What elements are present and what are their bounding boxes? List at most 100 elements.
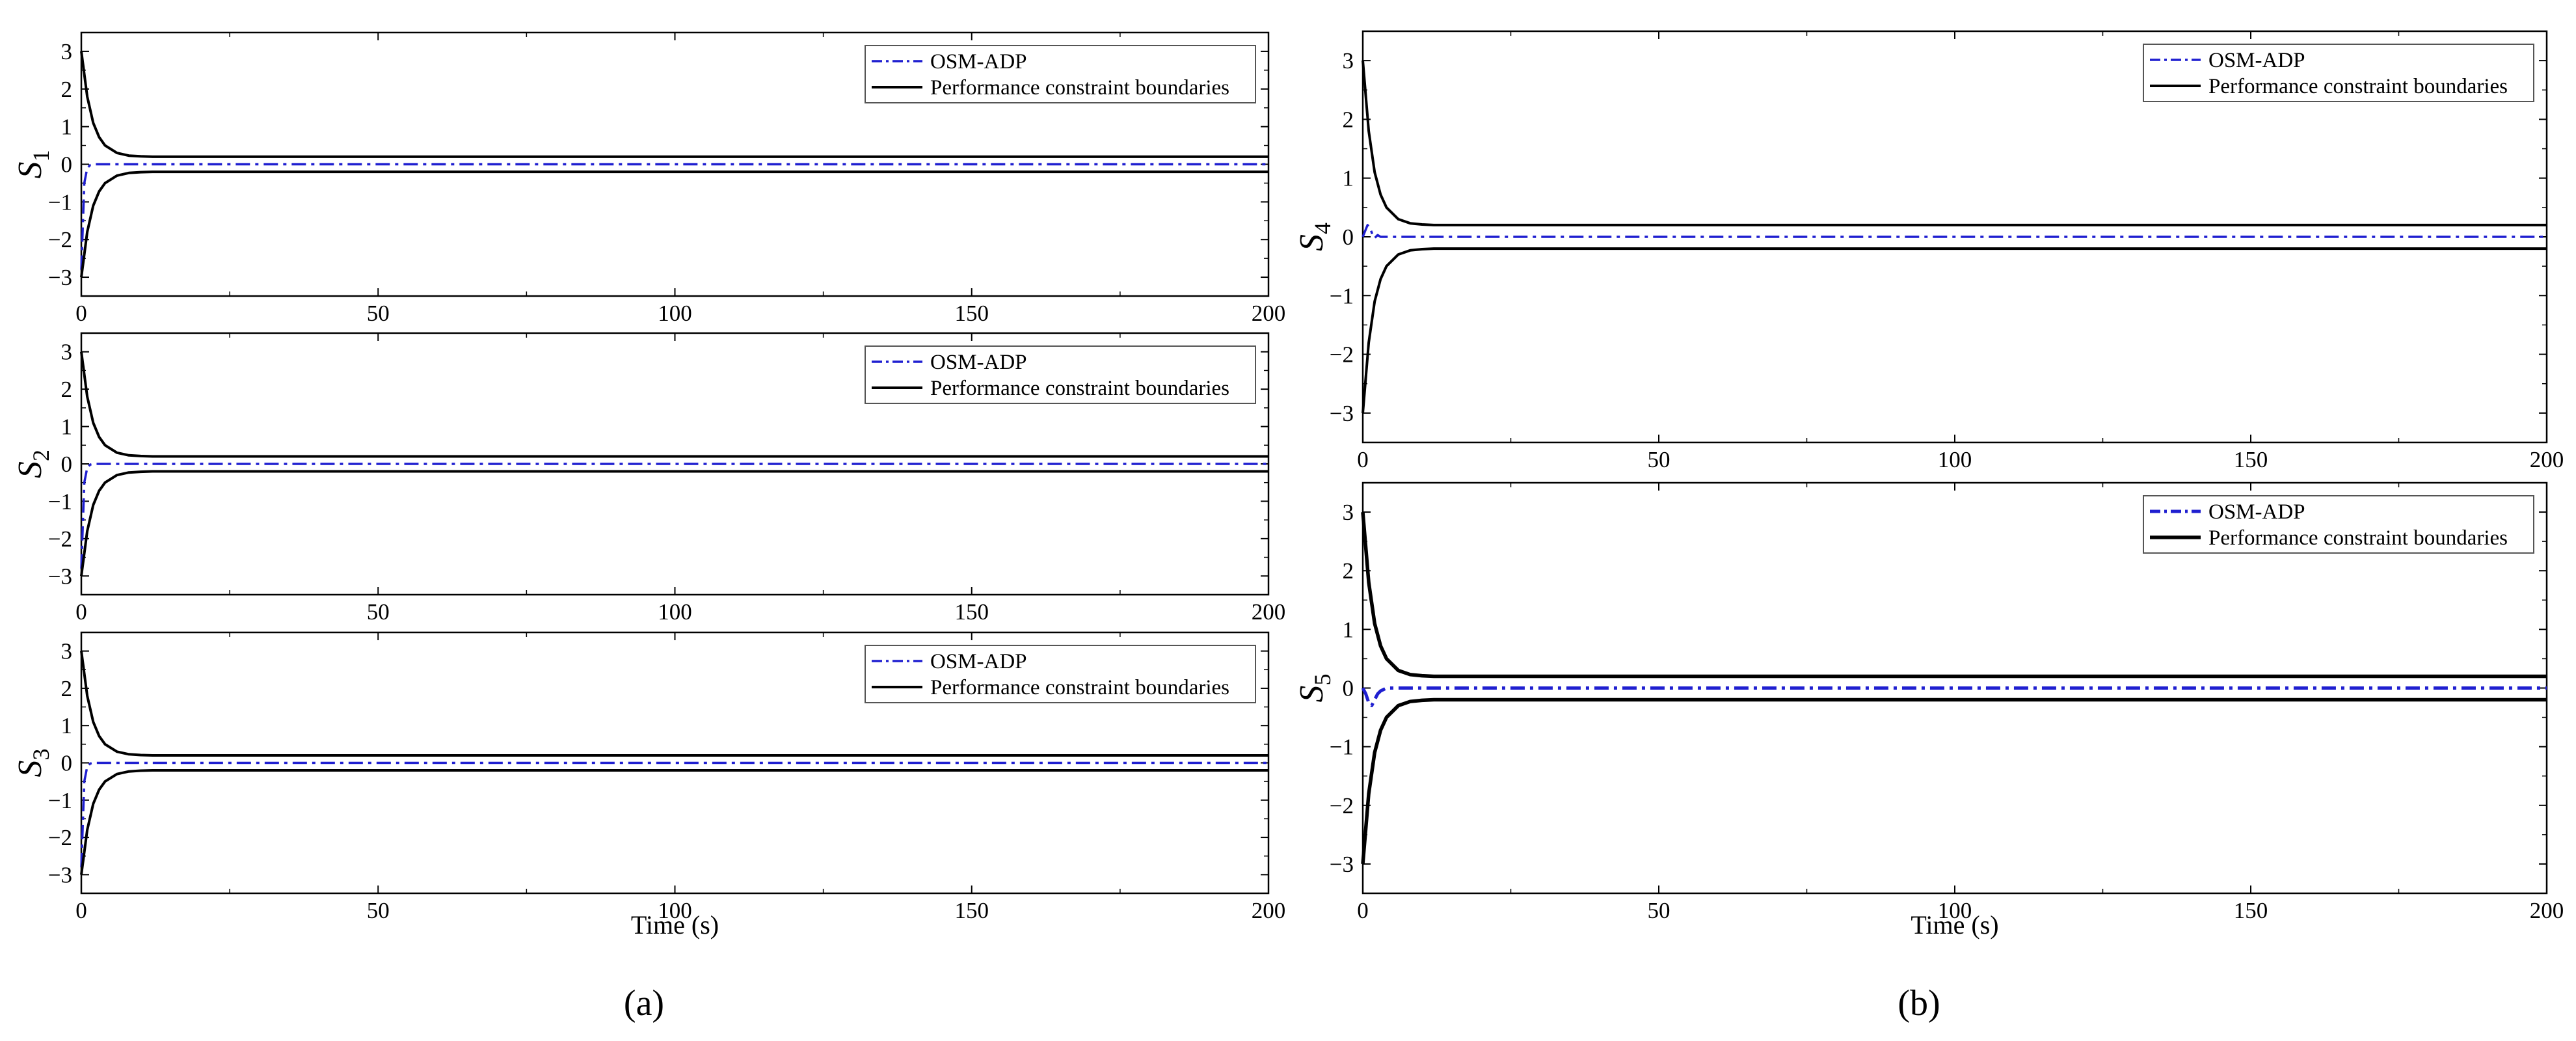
series-line-boundary (1361, 697, 2547, 865)
x-tick-label: 0 (75, 599, 87, 625)
caption-b: (b) (1898, 983, 1940, 1023)
series-line-boundary (80, 651, 1268, 757)
x-tick-label: 50 (1648, 898, 1670, 923)
x-tick-label: 200 (1252, 301, 1286, 326)
series-line-osm-adp (80, 163, 1268, 270)
y-tick-label: 0 (1343, 224, 1354, 250)
legend-label-osm-adp: OSM-ADP (2208, 500, 2305, 524)
legend-box (865, 645, 1256, 703)
y-tick-label: 2 (61, 377, 73, 402)
y-axis-label: S2 (12, 450, 54, 478)
y-tick-label: −1 (48, 489, 72, 514)
legend-label-osm-adp: OSM-ADP (930, 650, 1027, 673)
x-tick-label: 0 (75, 898, 87, 923)
y-tick-label: 3 (61, 39, 73, 64)
x-tick-label: 100 (658, 301, 692, 326)
y-tick-label: −1 (1330, 283, 1354, 308)
y-tick-label: 3 (1343, 48, 1354, 74)
legend-label-boundary: Performance constraint boundaries (930, 377, 1229, 400)
series-line-boundary (80, 769, 1268, 875)
y-tick-label: −1 (48, 189, 72, 215)
series-line-osm-adp (1362, 224, 2547, 239)
y-axis-label-sub: 5 (1309, 674, 1335, 686)
legend-label-boundary: Performance constraint boundaries (930, 76, 1229, 100)
chart-5: 0 50 100 150 200 −3 −2 −1 0 1 2 3 S5 Time (s) OSM-ADPP… (1293, 481, 2564, 940)
y-tick-label: 1 (1343, 166, 1354, 191)
y-tick-label: −3 (48, 862, 72, 887)
y-tick-label: 3 (61, 340, 73, 365)
y-axis-label: S3 (12, 749, 54, 777)
y-tick-label: −1 (48, 788, 72, 813)
y-axis-label-sub: 4 (1309, 223, 1335, 234)
y-tick-label: 1 (61, 115, 73, 140)
series-line-boundary (80, 170, 1268, 278)
legend-label-boundary: Performance constraint boundaries (2208, 75, 2508, 98)
y-axis-label-sub: 2 (28, 450, 54, 461)
y-tick-label: 0 (1343, 676, 1354, 701)
y-tick-label: −3 (48, 563, 72, 589)
series-line-boundary (80, 470, 1268, 576)
y-axis-label-main: S (12, 761, 49, 777)
y-axis-label-sub: 1 (28, 150, 54, 162)
y-tick-label: −2 (48, 526, 72, 552)
y-tick-label: 0 (61, 751, 73, 776)
legend-label-boundary: Performance constraint boundaries (2208, 526, 2508, 550)
y-tick-label: −2 (48, 227, 72, 252)
y-tick-label: 2 (1343, 107, 1354, 132)
x-tick-label: 200 (2530, 447, 2564, 472)
series-line-boundary (1362, 247, 2547, 414)
y-axis-label-main: S (12, 461, 49, 478)
series-line-osm-adp (80, 463, 1268, 569)
series-line-boundary (80, 51, 1268, 158)
y-tick-label: −2 (1330, 793, 1354, 818)
x-tick-label: 150 (2234, 447, 2268, 472)
y-tick-label: −3 (48, 265, 72, 290)
x-tick-label: 100 (1938, 898, 1972, 923)
y-tick-label: 2 (1343, 558, 1354, 584)
x-axis-label: Time (s) (631, 910, 719, 940)
legend-box (2143, 44, 2534, 102)
x-tick-label: 150 (955, 599, 989, 625)
x-axis-label: Time (s) (1911, 910, 1998, 940)
y-tick-label: 2 (61, 676, 73, 701)
chart-1: 0 50 100 150 200−3−2−10123S1OSM-ADPPerforman… (12, 31, 1286, 326)
y-axis-label-main: S (1293, 686, 1330, 703)
x-tick-label: 0 (1357, 447, 1369, 472)
chart-2: 0 50 100 150 200−3−2−10123S2OSM-ADPPerforman… (12, 332, 1286, 625)
x-tick-label: 100 (1938, 447, 1972, 472)
series-line-osm-adp (80, 761, 1268, 867)
y-axis-label-sub: 3 (28, 749, 54, 761)
y-tick-label: −2 (48, 825, 72, 850)
legend-label-osm-adp: OSM-ADP (2208, 49, 2305, 72)
x-tick-label: 0 (1357, 898, 1369, 923)
y-axis-label: S4 (1293, 223, 1335, 251)
y-tick-label: 3 (1343, 500, 1354, 525)
y-axis-label: S1 (12, 150, 54, 179)
x-tick-label: 100 (658, 599, 692, 625)
series-line-osm-adp (1361, 686, 2547, 707)
y-tick-label: 0 (61, 452, 73, 477)
legend-label-osm-adp: OSM-ADP (930, 351, 1027, 374)
y-tick-label: 2 (61, 77, 73, 102)
x-tick-label: 50 (367, 301, 390, 326)
legend-box (865, 45, 1256, 103)
legend-label-boundary: Performance constraint boundaries (930, 676, 1229, 699)
caption-a: (a) (624, 983, 664, 1023)
series-line-boundary (80, 351, 1268, 458)
x-tick-label: 150 (955, 898, 989, 923)
legend-box (865, 345, 1256, 404)
y-tick-label: 3 (61, 639, 73, 664)
y-axis-label-main: S (12, 162, 49, 179)
x-tick-label: 50 (367, 898, 390, 923)
x-tick-label: 200 (1252, 599, 1286, 625)
x-tick-label: 100 (658, 898, 692, 923)
y-tick-label: 1 (1343, 617, 1354, 642)
x-tick-label: 200 (1252, 898, 1286, 923)
x-tick-label: 150 (955, 301, 989, 326)
y-tick-label: −2 (1330, 342, 1354, 368)
y-tick-label: 0 (61, 152, 73, 178)
series-line-boundary (1361, 511, 2547, 679)
y-axis-label-main: S (1293, 234, 1330, 251)
